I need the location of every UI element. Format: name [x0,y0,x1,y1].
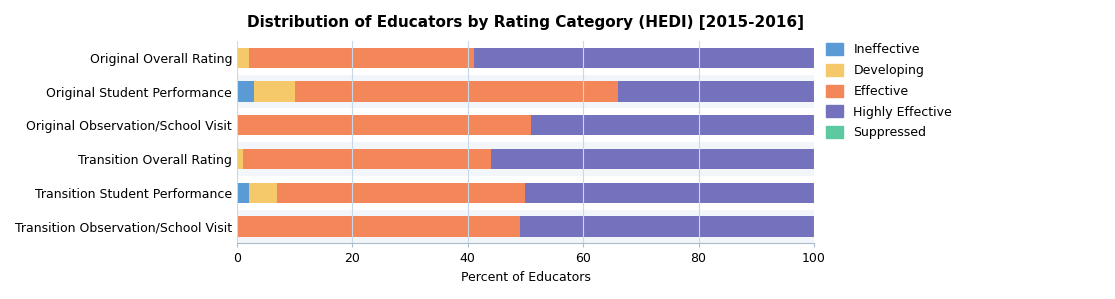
Title: Distribution of Educators by Rating Category (HEDI) [2015-2016]: Distribution of Educators by Rating Cate… [246,15,804,30]
Bar [491,149,814,169]
Bar [237,142,814,176]
Bar [531,115,814,135]
Bar [237,48,249,68]
X-axis label: Percent of Educators: Percent of Educators [460,271,590,284]
Legend: Ineffective, Developing, Effective, Highly Effective, Suppressed: Ineffective, Developing, Effective, High… [826,43,952,139]
Bar [254,81,294,102]
Bar [474,48,814,68]
Bar [237,109,814,142]
Bar [243,149,491,169]
Bar [520,216,814,237]
Bar [237,41,814,75]
Bar [249,48,474,68]
Bar [237,115,531,135]
Bar [237,81,254,102]
Bar [237,75,814,109]
Bar [237,210,814,243]
Bar [249,183,278,203]
Bar [525,183,814,203]
Bar [294,81,618,102]
Bar [618,81,814,102]
Bar [278,183,525,203]
Bar [237,183,249,203]
Bar [237,149,243,169]
Bar [237,176,814,210]
Bar [237,216,520,237]
